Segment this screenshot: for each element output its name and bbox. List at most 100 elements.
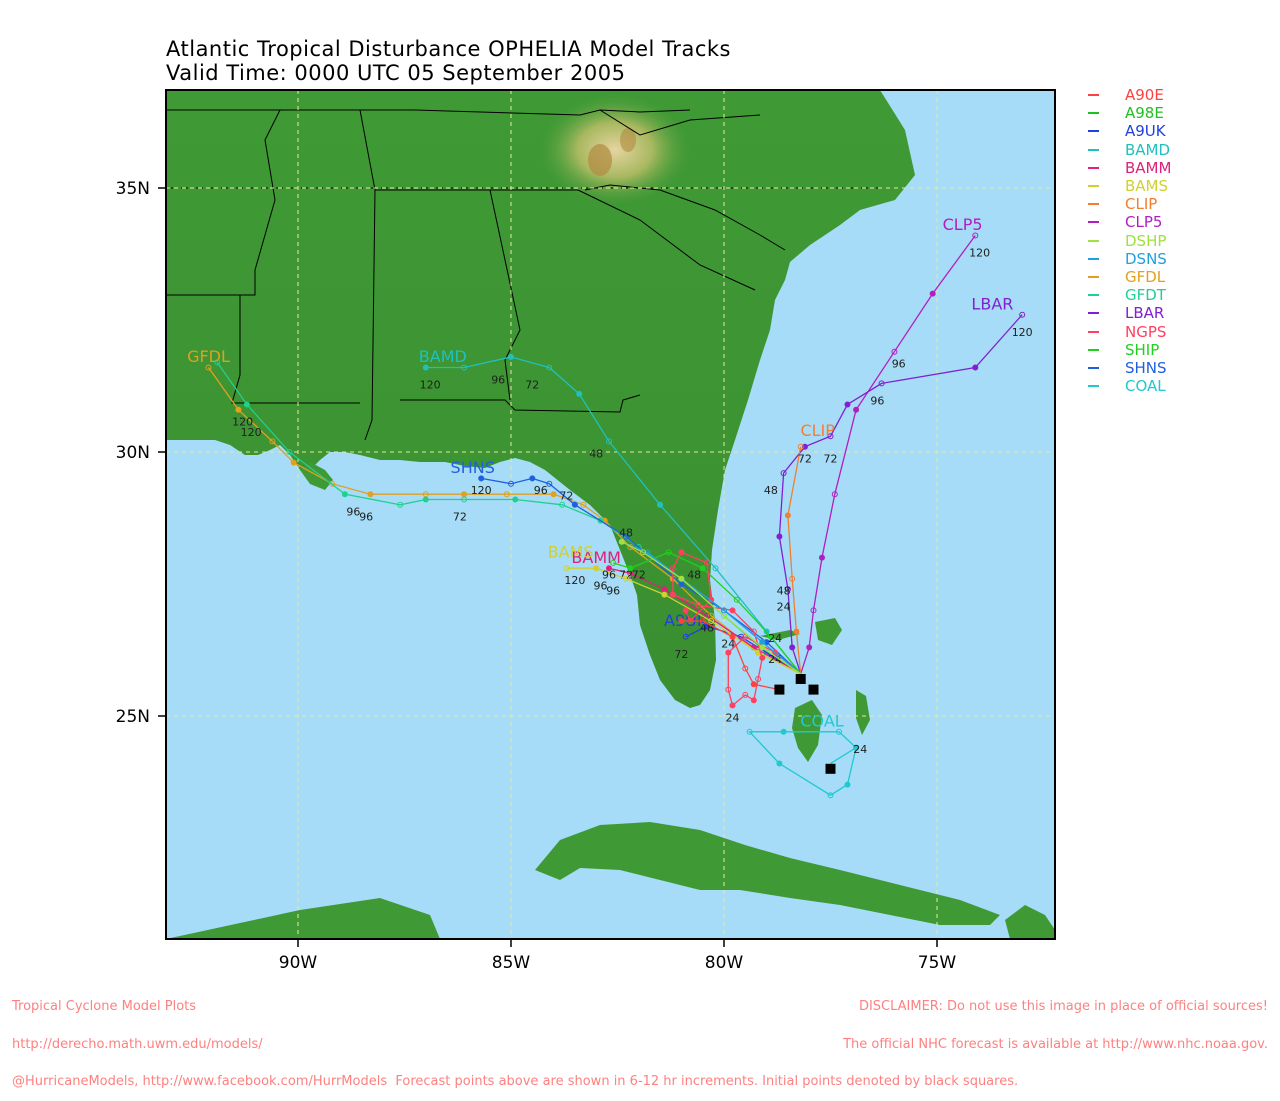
forecast-point <box>512 496 519 503</box>
forecast-point <box>678 581 685 587</box>
forecast-point <box>733 596 740 603</box>
forecast-hour-label: 96 <box>870 395 884 408</box>
forecast-point <box>214 359 221 366</box>
forecast-point <box>750 628 757 635</box>
legend-item-a90e: A90E <box>1088 86 1171 104</box>
track-lbar: 120 96 72 48 24 LBAR <box>764 294 1033 674</box>
model-name-label: CLIP <box>800 421 835 440</box>
forecast-point <box>972 232 979 239</box>
legend-label: A98E <box>1125 104 1164 123</box>
forecast-hour-label: 24 <box>853 743 867 756</box>
track-line <box>681 620 780 691</box>
forecast-point <box>699 565 706 572</box>
legend-item-gfdl: GFDL <box>1088 268 1171 286</box>
forecast-point <box>669 591 676 598</box>
legend-item-lbar: LBAR <box>1088 304 1171 322</box>
forecast-point <box>789 575 796 582</box>
model-legend: A90E A98E A9UK BAMD BAMM BAMS CLIP CLP5 DSHP DSNS… <box>1088 86 1171 395</box>
legend-swatch <box>1088 385 1099 388</box>
forecast-point <box>767 633 774 640</box>
model-name-label: BAMD <box>419 347 467 366</box>
track-line <box>621 541 802 675</box>
forecast-point <box>750 697 757 704</box>
forecast-hour-label: 96 <box>594 579 608 592</box>
legend-item-gfdt: GFDT <box>1088 286 1171 304</box>
forecast-point <box>610 559 617 566</box>
forecast-hour-label: 96 <box>602 569 616 582</box>
legend-label: CLP5 <box>1125 213 1163 232</box>
track-clp5: 120 96 CLP5 <box>800 215 990 674</box>
forecast-hour-label: 96 <box>346 505 360 518</box>
model-name-label: LBAR <box>971 294 1013 313</box>
footer-right-line: The official NHC forecast is available a… <box>843 1036 1268 1052</box>
forecast-point <box>367 491 374 498</box>
forecast-point <box>729 607 736 614</box>
legend-swatch <box>1088 312 1099 315</box>
forecast-point <box>606 565 612 572</box>
land-cuba <box>535 822 1000 925</box>
lat-tick-label: 25N <box>116 707 150 727</box>
forecast-point <box>606 438 612 445</box>
forecast-point <box>623 575 629 582</box>
forecast-hour-label: 120 <box>969 247 990 260</box>
forecast-point <box>806 644 813 651</box>
lon-tick-label: 90W <box>279 953 318 973</box>
model-name-label: COAL <box>800 712 843 731</box>
forecast-point <box>546 364 553 371</box>
forecast-point <box>678 549 685 556</box>
track-clip: 72 48 CLIP <box>777 421 835 674</box>
forecast-point <box>269 438 276 445</box>
footer-right-line: DISCLAIMER: Do not use this image in pla… <box>858 999 1268 1014</box>
legend-label: A90E <box>1125 86 1164 105</box>
forecast-hour-label: 72 <box>525 379 539 392</box>
forecast-point <box>784 512 791 519</box>
forecast-point <box>576 390 583 397</box>
forecast-point <box>422 496 429 503</box>
forecast-point <box>669 565 676 572</box>
forecast-point <box>725 686 732 693</box>
forecast-point <box>725 649 732 656</box>
legend-swatch <box>1088 275 1099 278</box>
legend-item-ship: SHIP <box>1088 341 1171 359</box>
forecast-hour-label: 48 <box>687 569 701 582</box>
forecast-hour-label: 72 <box>559 490 573 503</box>
forecast-point <box>742 633 749 640</box>
forecast-point <box>878 380 885 387</box>
forecast-point <box>793 628 800 635</box>
footer-left-line: @HurricaneModels, http://www.facebook.co… <box>12 1074 1019 1089</box>
forecast-hour-label: 72 <box>798 453 812 466</box>
initial-point-square <box>825 763 836 774</box>
track-ship: 96 72 48 24 <box>606 549 802 675</box>
forecast-point <box>243 401 250 408</box>
legend-swatch <box>1088 130 1099 133</box>
legend-label: GFDL <box>1125 267 1166 286</box>
forecast-point <box>797 443 804 450</box>
forecast-point <box>461 364 468 371</box>
legend-label: SHNS <box>1125 358 1167 377</box>
legend-swatch <box>1088 94 1099 97</box>
track-line <box>800 235 976 674</box>
forecast-point <box>286 449 293 455</box>
forecast-point <box>789 644 796 651</box>
forecast-point <box>844 401 851 408</box>
footer-right: DISCLAIMER: Do not use this image in pla… <box>843 976 1268 1064</box>
forecast-point <box>678 618 685 624</box>
legend-swatch <box>1088 185 1099 188</box>
forecast-hour-label: 120 <box>420 379 441 392</box>
forecast-hour-label: 24 <box>768 632 782 645</box>
legend-swatch <box>1088 294 1099 297</box>
map-frame <box>165 89 1056 940</box>
track-line <box>608 567 802 675</box>
track-line <box>748 731 858 796</box>
initial-points-layer <box>774 674 836 774</box>
forecast-point <box>708 618 715 624</box>
forecast-point <box>623 533 629 540</box>
forecast-point <box>678 575 685 582</box>
lon-tick-label: 75W <box>918 953 957 973</box>
forecast-point <box>972 364 979 371</box>
forecast-hour-label: 24 <box>726 711 740 724</box>
legend-label: A9UK <box>1125 122 1166 141</box>
forecast-hour-label: 72 <box>674 648 688 661</box>
forecast-point <box>746 728 753 735</box>
forecast-point <box>618 538 625 545</box>
